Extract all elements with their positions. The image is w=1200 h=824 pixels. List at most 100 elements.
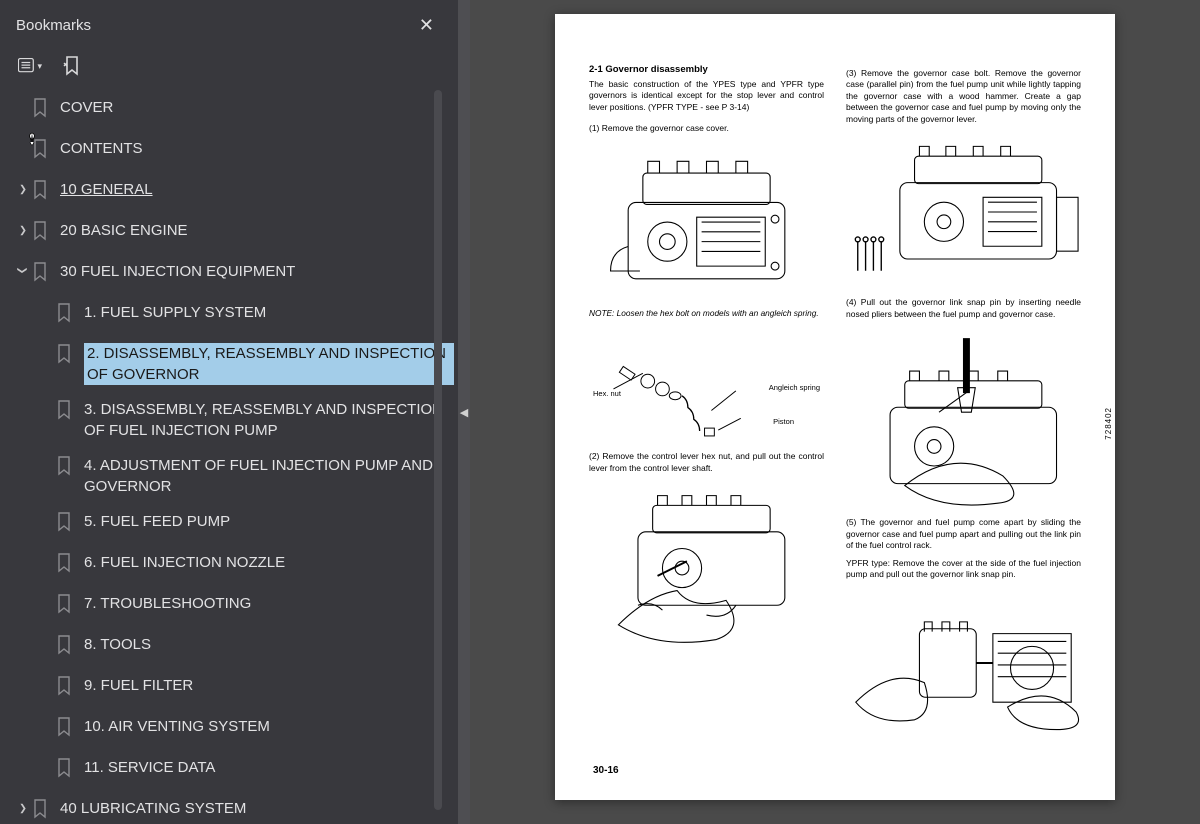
- note-text: NOTE: Loosen the hex bolt on models with…: [589, 308, 824, 319]
- sidebar-header: Bookmarks ✕: [0, 0, 458, 46]
- collapse-sidebar-handle[interactable]: ◀: [458, 0, 470, 824]
- bookmarks-sidebar: Bookmarks ✕ ▾ COVER CONTENTS ❯ 10 GENERAL ❯ 2…: [0, 0, 458, 824]
- bookmark-item[interactable]: ❯ 20 BASIC ENGINE: [14, 213, 454, 254]
- bookmark-icon: [56, 511, 76, 538]
- bookmark-label: 5. FUEL FEED PUMP: [84, 511, 454, 532]
- chevron-icon: [38, 716, 56, 718]
- bookmark-label: 3. DISASSEMBLY, REASSEMBLY AND INSPECTIO…: [84, 399, 454, 441]
- sidebar-tools: ▾: [0, 46, 458, 90]
- bookmark-icon: [32, 97, 52, 124]
- bookmark-label: 30 FUEL INJECTION EQUIPMENT: [60, 261, 454, 282]
- bookmark-item[interactable]: 5. FUEL FEED PUMP: [14, 504, 454, 545]
- bookmark-item[interactable]: ❯ 40 LUBRICATING SYSTEM: [14, 791, 454, 824]
- bookmark-icon: [56, 552, 76, 579]
- annot-hex: Hex. nut: [593, 389, 621, 398]
- bookmark-item[interactable]: 9. FUEL FILTER: [14, 668, 454, 709]
- chevron-icon: [38, 634, 56, 636]
- chevron-icon: [38, 593, 56, 595]
- bookmark-label: 8. TOOLS: [84, 634, 454, 655]
- chevron-icon: [38, 757, 56, 759]
- section-title: 2-1 Governor disassembly: [589, 64, 824, 75]
- chevron-icon: [14, 138, 32, 140]
- bookmark-icon: [56, 634, 76, 661]
- bookmark-item[interactable]: 10. AIR VENTING SYSTEM: [14, 709, 454, 750]
- step-3: (3) Remove the governor case bolt. Remov…: [846, 68, 1081, 125]
- bookmark-item[interactable]: 2. DISASSEMBLY, REASSEMBLY AND INSPECTIO…: [14, 336, 454, 392]
- bookmark-item[interactable]: 4. ADJUSTMENT OF FUEL INJECTION PUMP AND…: [14, 448, 454, 504]
- bookmark-icon: [56, 675, 76, 702]
- chevron-icon: [38, 552, 56, 554]
- bookmark-icon: [56, 757, 76, 784]
- bookmark-label: 4. ADJUSTMENT OF FUEL INJECTION PUMP AND…: [84, 455, 454, 497]
- chevron-icon[interactable]: ❯: [16, 222, 30, 237]
- chevron-icon: [38, 343, 56, 345]
- bookmark-item[interactable]: 6. FUEL INJECTION NOZZLE: [14, 545, 454, 586]
- bookmark-item[interactable]: CONTENTS: [14, 131, 454, 172]
- chevron-icon: [38, 675, 56, 677]
- figure-4: [846, 137, 1081, 287]
- bookmark-label: 40 LUBRICATING SYSTEM: [60, 798, 454, 819]
- close-icon[interactable]: ✕: [411, 11, 442, 40]
- bookmark-label: CONTENTS: [60, 138, 454, 159]
- bookmark-item[interactable]: 3. DISASSEMBLY, REASSEMBLY AND INSPECTIO…: [14, 392, 454, 448]
- bookmark-icon: [32, 798, 52, 824]
- bookmark-label: 6. FUEL INJECTION NOZZLE: [84, 552, 454, 573]
- figure-3: [589, 486, 824, 656]
- bookmark-icon: [56, 302, 76, 329]
- chevron-icon[interactable]: ❯: [16, 181, 30, 196]
- figure-1: [589, 147, 824, 302]
- bookmark-label: COVER: [60, 97, 454, 118]
- chevron-icon: [38, 302, 56, 304]
- bookmark-label: 9. FUEL FILTER: [84, 675, 454, 696]
- bookmark-icon: [56, 343, 76, 370]
- side-code: 728402: [1105, 407, 1114, 440]
- bookmark-label: 10 GENERAL: [60, 179, 454, 200]
- chevron-icon: [38, 511, 56, 513]
- left-column: 2-1 Governor disassembly The basic const…: [589, 64, 824, 744]
- bookmark-icon: [32, 138, 52, 165]
- chevron-icon[interactable]: ❯: [15, 263, 30, 277]
- bookmark-icon: [56, 455, 76, 482]
- annot-spring: Angleich spring: [769, 383, 820, 392]
- figure-5: [846, 332, 1081, 507]
- bookmark-item[interactable]: 11. SERVICE DATA: [14, 750, 454, 791]
- step-2: (2) Remove the control lever hex nut, an…: [589, 451, 824, 474]
- document-page: 728402 2-1 Governor disassembly The basi…: [555, 14, 1115, 800]
- annot-piston: Piston: [773, 417, 794, 426]
- scrollbar[interactable]: [434, 90, 442, 810]
- chevron-icon[interactable]: ❯: [16, 800, 30, 815]
- right-column: (3) Remove the governor case bolt. Remov…: [846, 64, 1081, 744]
- bookmark-icon: [56, 399, 76, 426]
- intro-text: The basic construction of the YPES type …: [589, 79, 824, 113]
- chevron-icon: [38, 455, 56, 457]
- step-4: (4) Pull out the governor link snap pin …: [846, 297, 1081, 320]
- figure-6: [846, 593, 1081, 733]
- bookmark-label: 20 BASIC ENGINE: [60, 220, 454, 241]
- document-viewer[interactable]: 728402 2-1 Governor disassembly The basi…: [470, 0, 1200, 824]
- sidebar-title: Bookmarks: [16, 17, 91, 34]
- options-dropdown-button[interactable]: ▾: [18, 54, 42, 78]
- find-bookmark-button[interactable]: [60, 54, 84, 78]
- bookmark-item[interactable]: ❯ 10 GENERAL: [14, 172, 454, 213]
- bookmark-item[interactable]: 7. TROUBLESHOOTING: [14, 586, 454, 627]
- bookmark-icon: [56, 716, 76, 743]
- chevron-icon: [38, 399, 56, 401]
- bookmark-tree[interactable]: COVER CONTENTS ❯ 10 GENERAL ❯ 20 BASIC ENGINE…: [0, 90, 458, 824]
- bookmark-label: 1. FUEL SUPPLY SYSTEM: [84, 302, 454, 323]
- step-5: (5) The governor and fuel pump come apar…: [846, 517, 1081, 551]
- step-1: (1) Remove the governor case cover.: [589, 123, 824, 134]
- bookmark-icon: [32, 179, 52, 206]
- bookmark-label: 10. AIR VENTING SYSTEM: [84, 716, 454, 737]
- bookmark-icon: [56, 593, 76, 620]
- bookmark-item[interactable]: 8. TOOLS: [14, 627, 454, 668]
- bookmark-item[interactable]: ❯ 30 FUEL INJECTION EQUIPMENT: [14, 254, 454, 295]
- bookmark-icon: [32, 261, 52, 288]
- bookmark-item[interactable]: COVER: [14, 90, 454, 131]
- bookmark-item[interactable]: 1. FUEL SUPPLY SYSTEM: [14, 295, 454, 336]
- bookmark-label: 7. TROUBLESHOOTING: [84, 593, 454, 614]
- figure-2: Hex. nut Angleich spring Piston: [589, 331, 824, 441]
- bookmark-label: 11. SERVICE DATA: [84, 757, 454, 778]
- page-number: 30-16: [593, 765, 619, 776]
- bookmark-icon: [32, 220, 52, 247]
- bookmark-label: 2. DISASSEMBLY, REASSEMBLY AND INSPECTIO…: [84, 343, 454, 385]
